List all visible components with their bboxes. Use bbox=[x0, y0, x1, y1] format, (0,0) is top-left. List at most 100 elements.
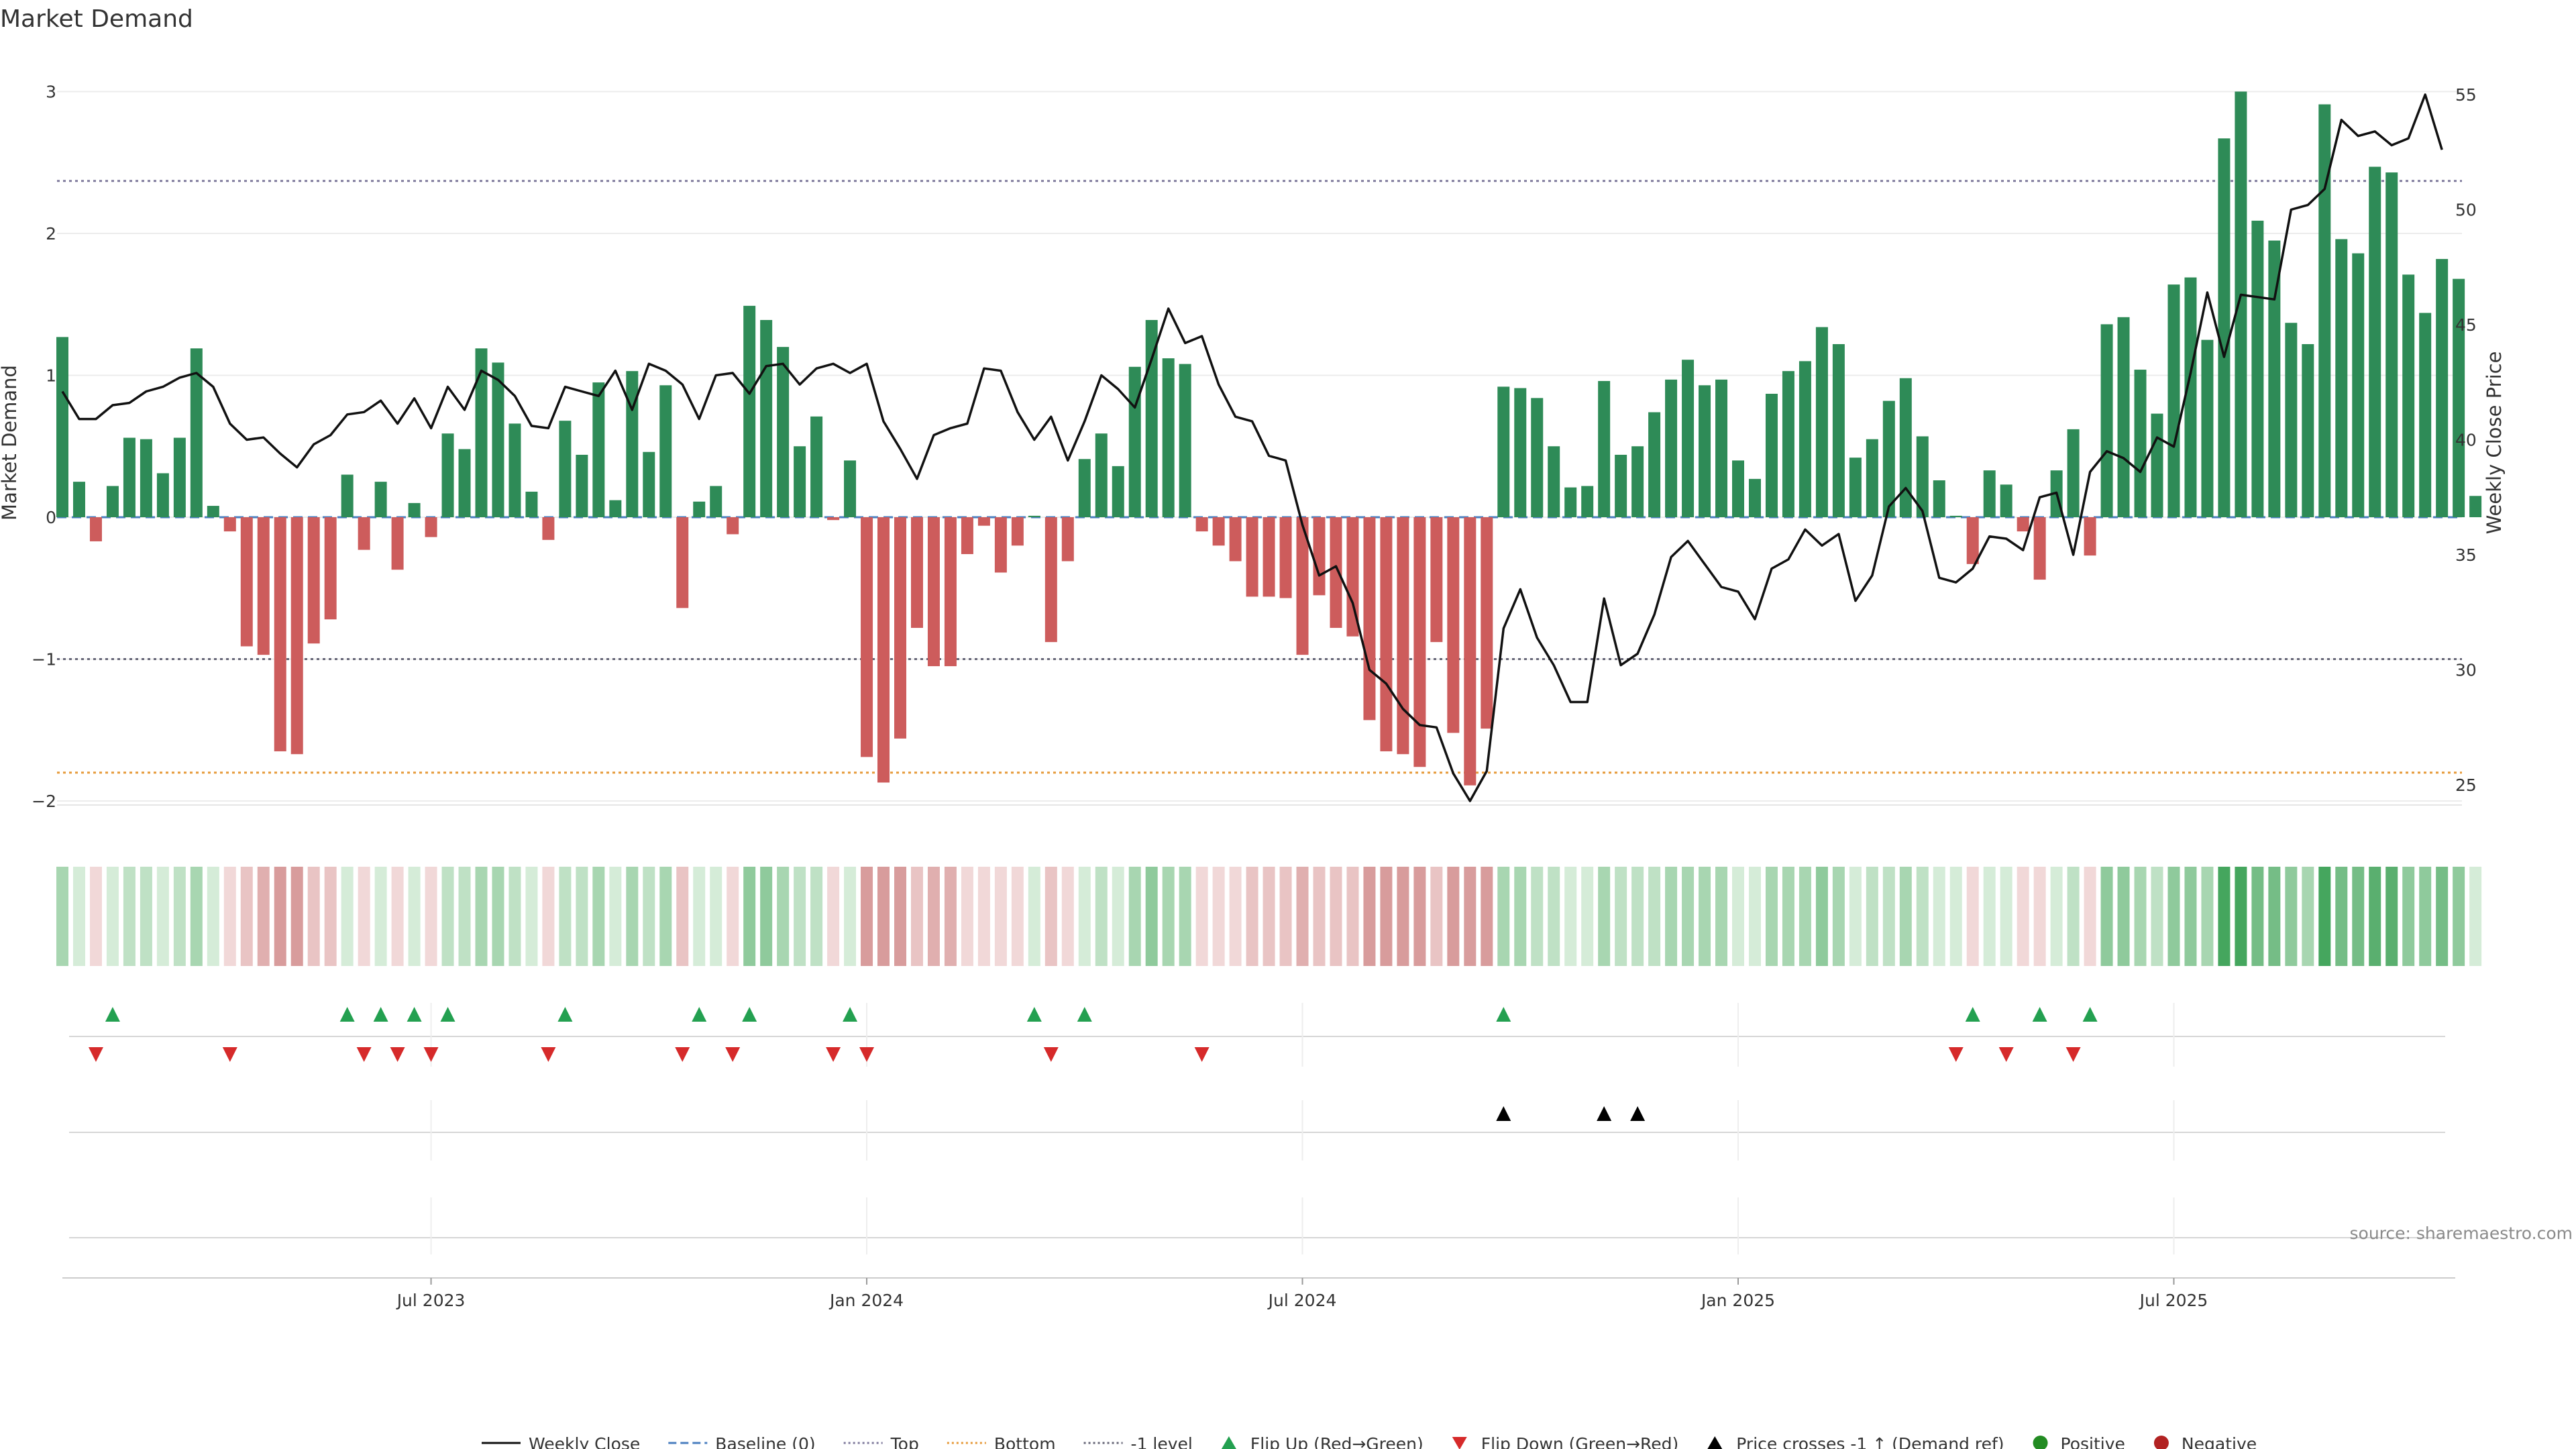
strength-cell bbox=[374, 867, 387, 966]
demand-bar bbox=[2335, 239, 2348, 517]
flip-up-marker bbox=[557, 1007, 573, 1022]
demand-bar bbox=[559, 421, 572, 517]
demand-bar bbox=[1413, 517, 1426, 767]
left-tick-label: 1 bbox=[46, 366, 56, 386]
flip-down-marker bbox=[356, 1047, 372, 1062]
x-axis: Jul 2023 Jan 2024 Jul 2024 Jan 2025 Jul 2025 bbox=[396, 1278, 2208, 1310]
demand-bar bbox=[190, 348, 203, 517]
strength-cell bbox=[1212, 867, 1225, 966]
legend-tri-up-swatch bbox=[1221, 1436, 1236, 1449]
demand-bar bbox=[2369, 166, 2381, 518]
strength-cell bbox=[1263, 867, 1275, 966]
demand-bar bbox=[274, 517, 286, 751]
left-tick-label: 3 bbox=[46, 83, 56, 102]
demand-bar bbox=[827, 517, 840, 521]
demand-bar bbox=[1380, 517, 1393, 751]
strength-cell bbox=[626, 867, 639, 966]
strength-cell bbox=[1179, 867, 1191, 966]
strength-cell bbox=[827, 867, 840, 966]
flip-up-marker bbox=[407, 1007, 422, 1022]
strength-cell bbox=[425, 867, 437, 966]
demand-bar bbox=[123, 437, 136, 517]
strength-cell bbox=[1061, 867, 1074, 966]
strength-cell bbox=[1899, 867, 1912, 966]
demand-bar bbox=[1028, 515, 1040, 517]
signal-panels bbox=[62, 1003, 2455, 1279]
flip-down-marker bbox=[222, 1047, 237, 1062]
strength-cell bbox=[72, 867, 85, 966]
demand-bar bbox=[977, 517, 990, 526]
demand-bar bbox=[1112, 466, 1124, 517]
demand-bar bbox=[2151, 413, 2163, 517]
flip-up-marker bbox=[843, 1007, 858, 1022]
right-tick-label: 40 bbox=[2455, 431, 2477, 450]
strength-cell bbox=[961, 867, 973, 966]
legend-label: Price crosses -1 ↑ (Demand ref) bbox=[1736, 1434, 2004, 1449]
demand-bar bbox=[626, 371, 639, 517]
strength-cell bbox=[659, 867, 672, 966]
flip-down-marker bbox=[859, 1047, 875, 1062]
strength-cell bbox=[1648, 867, 1661, 966]
demand-bar bbox=[927, 517, 940, 667]
strength-cell bbox=[274, 867, 286, 966]
weekly-close-line bbox=[61, 93, 2443, 802]
legend-tri-down-swatch bbox=[1452, 1437, 1467, 1449]
strength-cell bbox=[2251, 867, 2264, 966]
demand-bar bbox=[223, 517, 236, 532]
flip-down-marker bbox=[390, 1047, 405, 1062]
strength-cell bbox=[2402, 867, 2415, 966]
demand-bar bbox=[391, 517, 404, 570]
strength-cell bbox=[994, 867, 1007, 966]
strength-cell bbox=[1615, 867, 1627, 966]
strength-cell bbox=[676, 867, 689, 966]
demand-bar bbox=[1699, 385, 1711, 517]
strength-cell bbox=[458, 867, 471, 966]
strength-cell bbox=[240, 867, 253, 966]
strength-cell bbox=[173, 867, 186, 966]
strength-cell bbox=[1732, 867, 1744, 966]
demand-bar bbox=[2201, 339, 2214, 517]
demand-bar bbox=[794, 446, 806, 517]
strength-cell bbox=[2151, 867, 2163, 966]
demand-bar bbox=[1531, 398, 1544, 517]
strength-cell bbox=[1765, 867, 1778, 966]
demand-bar bbox=[676, 517, 689, 608]
demand-bar bbox=[1229, 517, 1242, 561]
flip-down-marker bbox=[1194, 1047, 1210, 1062]
strength-cell bbox=[2352, 867, 2365, 966]
legend-label: Top bbox=[890, 1434, 919, 1449]
strength-cell bbox=[1078, 867, 1091, 966]
demand-bar bbox=[1548, 446, 1560, 517]
flip-down-marker bbox=[675, 1047, 690, 1062]
flip-down-marker bbox=[1043, 1047, 1059, 1062]
demand-bar bbox=[1464, 517, 1477, 786]
demand-bar bbox=[2117, 317, 2130, 517]
demand-bar bbox=[2017, 517, 2029, 532]
demand-bar bbox=[1212, 517, 1225, 546]
strength-cell bbox=[1011, 867, 1024, 966]
strength-cell bbox=[1748, 867, 1761, 966]
demand-bar bbox=[1263, 517, 1275, 597]
demand-bar bbox=[1933, 480, 1945, 517]
strength-cell bbox=[2000, 867, 2012, 966]
strength-cell bbox=[1815, 867, 1828, 966]
strength-cell bbox=[290, 867, 303, 966]
demand-bar bbox=[1732, 460, 1744, 517]
demand-bar bbox=[1866, 439, 1878, 517]
strength-cell bbox=[123, 867, 136, 966]
flip-up-marker bbox=[2032, 1007, 2047, 1022]
flip-up-marker bbox=[1965, 1007, 1980, 1022]
demand-bar bbox=[1061, 517, 1074, 561]
demand-bar bbox=[307, 517, 320, 644]
strength-cell bbox=[1564, 867, 1577, 966]
demand-bar bbox=[1815, 327, 1828, 517]
strength-cell bbox=[693, 867, 706, 966]
demand-bar bbox=[2184, 277, 2197, 517]
demand-bar bbox=[693, 501, 706, 517]
flip-markers bbox=[88, 1007, 2098, 1062]
strength-cell bbox=[2369, 867, 2381, 966]
strength-cell bbox=[2084, 867, 2096, 966]
demand-bar bbox=[89, 517, 102, 541]
flip-down-marker bbox=[541, 1047, 556, 1062]
strength-cell bbox=[542, 867, 555, 966]
